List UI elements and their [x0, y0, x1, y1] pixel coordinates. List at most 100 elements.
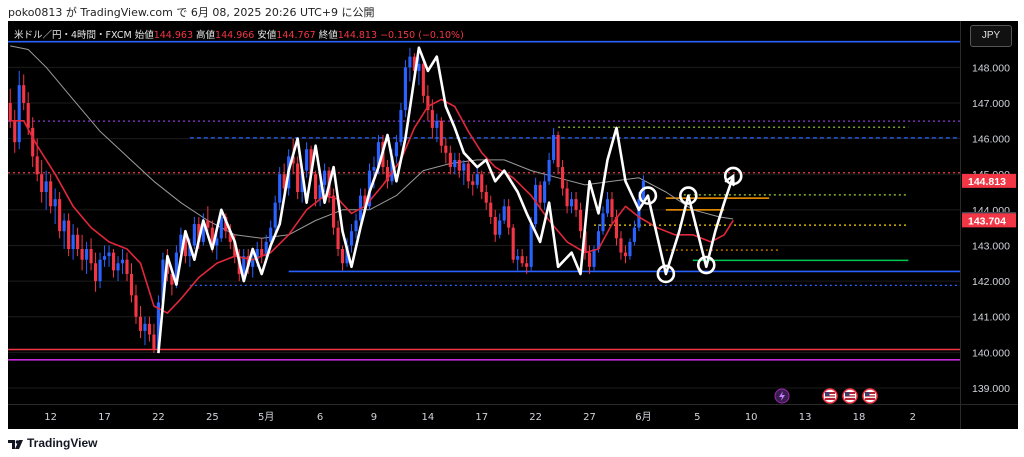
candle-body	[107, 252, 111, 257]
time-tick-label: 14	[422, 412, 435, 423]
price-tick-label: 146.000	[972, 134, 1010, 146]
candle-body	[516, 256, 520, 260]
candle-body	[242, 256, 246, 274]
candle-body	[349, 231, 354, 246]
time-tick-label: 13	[799, 412, 812, 423]
candle-body	[278, 174, 282, 203]
price-tick-label: 147.000	[972, 98, 1010, 110]
candle-body	[80, 249, 84, 260]
candle-body	[569, 199, 574, 207]
candle-body	[35, 156, 39, 175]
flag-canton-icon	[845, 392, 850, 396]
candle-body	[111, 252, 116, 271]
candle-body	[453, 159, 457, 168]
arrow-head	[724, 173, 735, 187]
open-value: 144.963	[153, 30, 193, 41]
candle-body	[170, 273, 174, 285]
candle-body	[58, 199, 62, 232]
candle-body	[587, 252, 592, 267]
low-label: 安値	[257, 30, 277, 41]
candle-body	[475, 174, 479, 185]
candle-body	[511, 227, 515, 260]
footer: TradingView	[0, 432, 1024, 457]
candle-body	[520, 256, 524, 264]
candle-body	[623, 252, 628, 257]
candle-body	[233, 241, 237, 257]
candle-body	[31, 127, 35, 157]
time-tick-label: 5月	[258, 411, 274, 423]
candle-body	[578, 209, 583, 232]
candle-body	[67, 220, 71, 250]
price-tick-label: 148.000	[972, 62, 1010, 74]
candle-body	[457, 159, 461, 171]
candle-body	[448, 152, 452, 168]
flag-stripes-icon	[825, 392, 835, 400]
candle-body	[601, 213, 605, 232]
candle-body	[471, 181, 475, 185]
chart-area[interactable]: 139.000 140.000 141.000 142.000 143.000 144.0…	[8, 21, 1018, 429]
candle-body	[260, 249, 264, 257]
price-label-box	[962, 173, 1016, 188]
candle-body	[206, 220, 210, 228]
candle-body	[8, 102, 12, 121]
time-tick-label: 12	[44, 412, 57, 423]
candle-body	[592, 249, 596, 267]
flag-stripe-icon	[825, 394, 835, 396]
candle-body	[556, 135, 560, 168]
candle-body	[394, 142, 399, 157]
pivot-circle	[696, 255, 716, 275]
candle-body	[552, 135, 556, 160]
high-value: 144.966	[215, 30, 255, 41]
price-chart[interactable]: 139.000140.000141.000142.000143.000144.0…	[8, 21, 1018, 429]
candle-body	[273, 202, 277, 228]
candle-body	[507, 206, 511, 228]
moving-average-red	[10, 98, 734, 314]
candle-body	[156, 302, 161, 349]
price-tick-label: 141.000	[972, 312, 1010, 324]
footer-brand: TradingView	[27, 436, 98, 450]
candle-body	[71, 234, 75, 250]
candle-body	[561, 167, 565, 189]
candle-body	[228, 231, 232, 242]
symbol-name: 米ドル／円・4時間・FXCM	[14, 30, 132, 41]
publish-header: poko0813 が TradingView.com で 6月 08, 2025…	[0, 0, 1024, 20]
candle-body	[129, 273, 134, 296]
candle-body	[637, 199, 641, 228]
candle-body	[323, 170, 327, 185]
candle-body	[183, 234, 187, 257]
candle-body	[462, 163, 466, 171]
candle-body	[49, 181, 53, 207]
candle-body	[390, 156, 394, 182]
currency-button[interactable]: JPY	[970, 25, 1012, 47]
open-label: 始値	[134, 30, 154, 41]
publish-info: poko0813 が TradingView.com で 6月 08, 2025…	[8, 6, 375, 19]
flag-canton-icon	[865, 392, 870, 396]
candle-body	[291, 156, 295, 164]
candle-body	[614, 216, 619, 239]
flag-stripe-icon	[865, 394, 875, 396]
low-value: 144.767	[276, 30, 316, 41]
candle-body	[529, 224, 533, 267]
candle-body	[26, 102, 30, 128]
candle-body	[116, 263, 120, 271]
candle-body	[502, 206, 506, 221]
candle-body	[143, 323, 147, 331]
candle-body	[89, 249, 93, 264]
candle-body	[498, 220, 502, 235]
price-tick-label: 143.000	[972, 240, 1010, 252]
candle-body	[331, 195, 336, 228]
candle-body	[484, 192, 488, 203]
candle-body	[340, 249, 345, 264]
candle-body	[444, 145, 448, 153]
candle-body	[421, 63, 425, 96]
candle-body	[408, 56, 412, 68]
candle-body	[174, 252, 178, 285]
candle-body	[426, 95, 430, 111]
candle-body	[376, 142, 381, 168]
change-value: −0.150 (−0.10%)	[380, 30, 464, 41]
pivot-circle	[638, 186, 658, 205]
flag-stripes-icon	[865, 392, 875, 400]
time-tick-label: 17	[98, 412, 111, 423]
candle-body	[385, 167, 390, 182]
close-label: 終値	[318, 30, 338, 41]
